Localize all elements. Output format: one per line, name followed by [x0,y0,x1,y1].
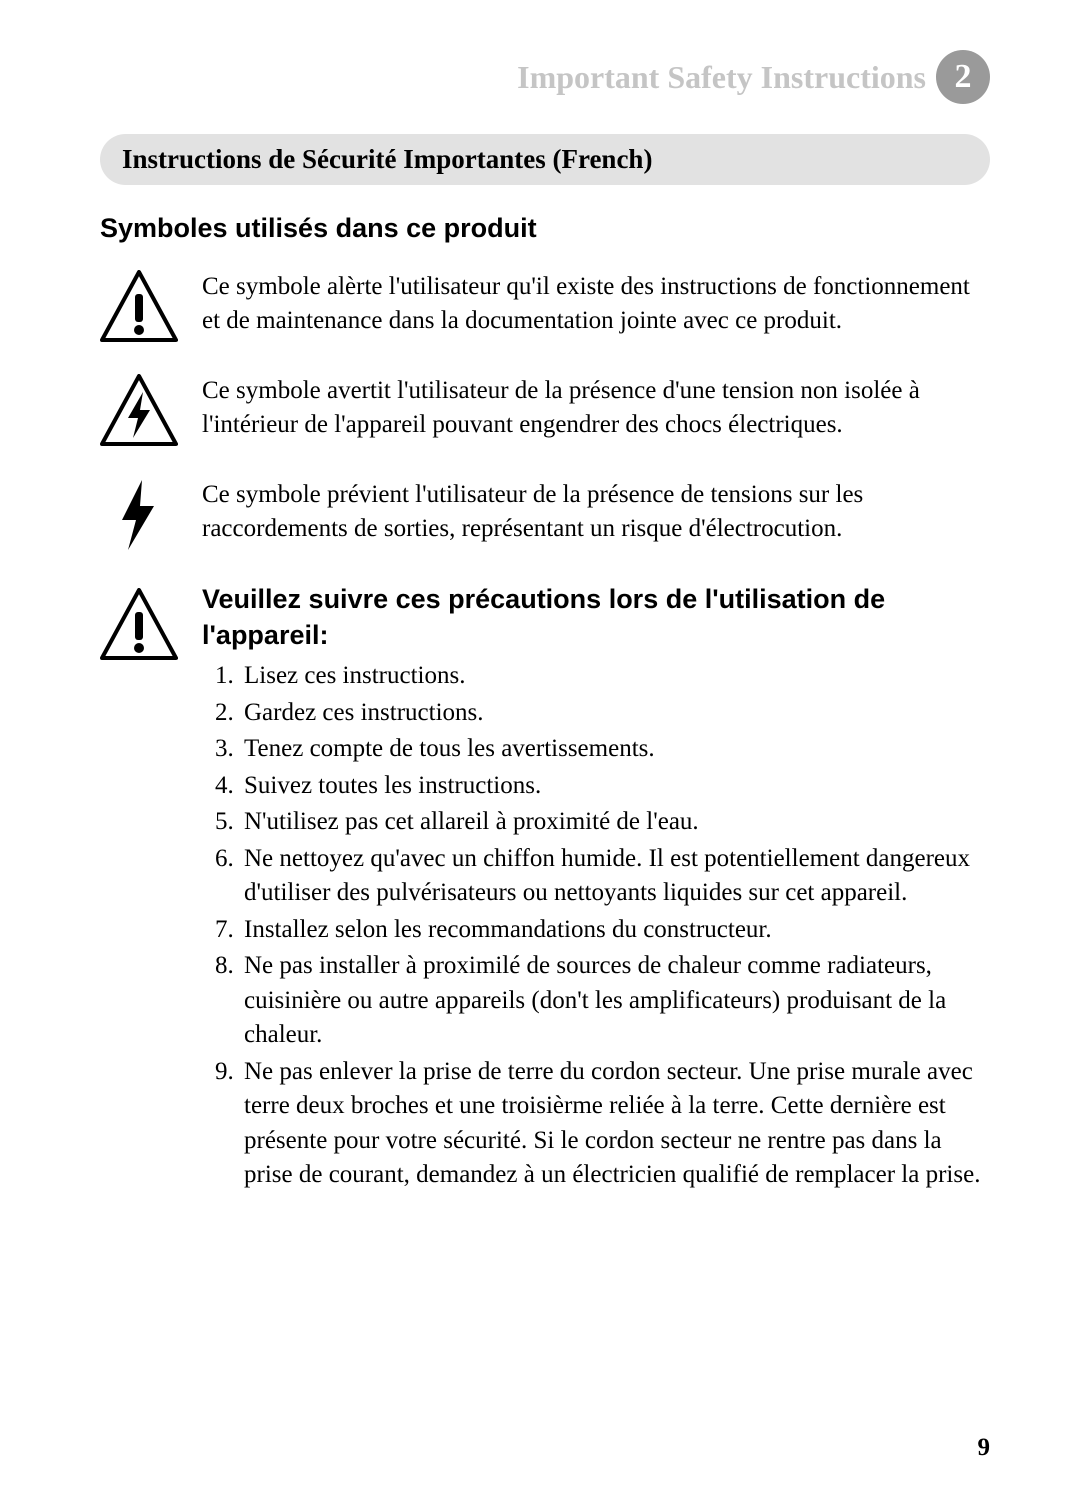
warning-exclamation-icon [100,270,178,344]
list-item: Installez selon les recommandations du c… [240,913,990,948]
precautions-heading: Veuillez suivre ces précautions lors de … [100,582,990,653]
warning-voltage-icon [100,374,178,448]
symbol-row: Ce symbole alèrte l'utilisateur qu'il ex… [100,270,990,344]
precautions-block: Veuillez suivre ces précautions lors de … [100,582,990,1193]
warning-exclamation-icon [100,588,178,662]
list-item: N'utilisez pas cet allareil à proximité … [240,805,990,840]
header-row: Important Safety Instructions 2 [100,50,990,104]
page-container: Important Safety Instructions 2 Instruct… [0,0,1080,1245]
list-item: Suivez toutes les instructions. [240,769,990,804]
symbol-text: Ce symbole alèrte l'utilisateur qu'il ex… [202,270,990,338]
symbol-row: Ce symbole avertit l'utilisateur de la p… [100,374,990,448]
precautions-list: Lisez ces instructions. Gardez ces instr… [100,659,990,1193]
header-title: Important Safety Instructions [517,59,926,96]
list-item: Lisez ces instructions. [240,659,990,694]
symbol-row: Ce symbole prévient l'utilisateur de la … [100,478,990,552]
section-title-bar: Instructions de Sécurité Importantes (Fr… [100,134,990,185]
list-item: Ne pas installer à proximilé de sources … [240,949,990,1053]
list-item: Gardez ces instructions. [240,696,990,731]
chapter-badge: 2 [936,50,990,104]
page-number: 9 [978,1434,991,1462]
subheading: Symboles utilisés dans ce produit [100,213,990,244]
list-item: Ne pas enlever la prise de terre du cord… [240,1055,990,1193]
lightning-bolt-icon [100,478,178,552]
list-item: Tenez compte de tous les avertissements. [240,732,990,767]
symbol-text: Ce symbole avertit l'utilisateur de la p… [202,374,990,442]
list-item: Ne nettoyez qu'avec un chiffon humide. I… [240,842,990,911]
symbol-text: Ce symbole prévient l'utilisateur de la … [202,478,990,546]
